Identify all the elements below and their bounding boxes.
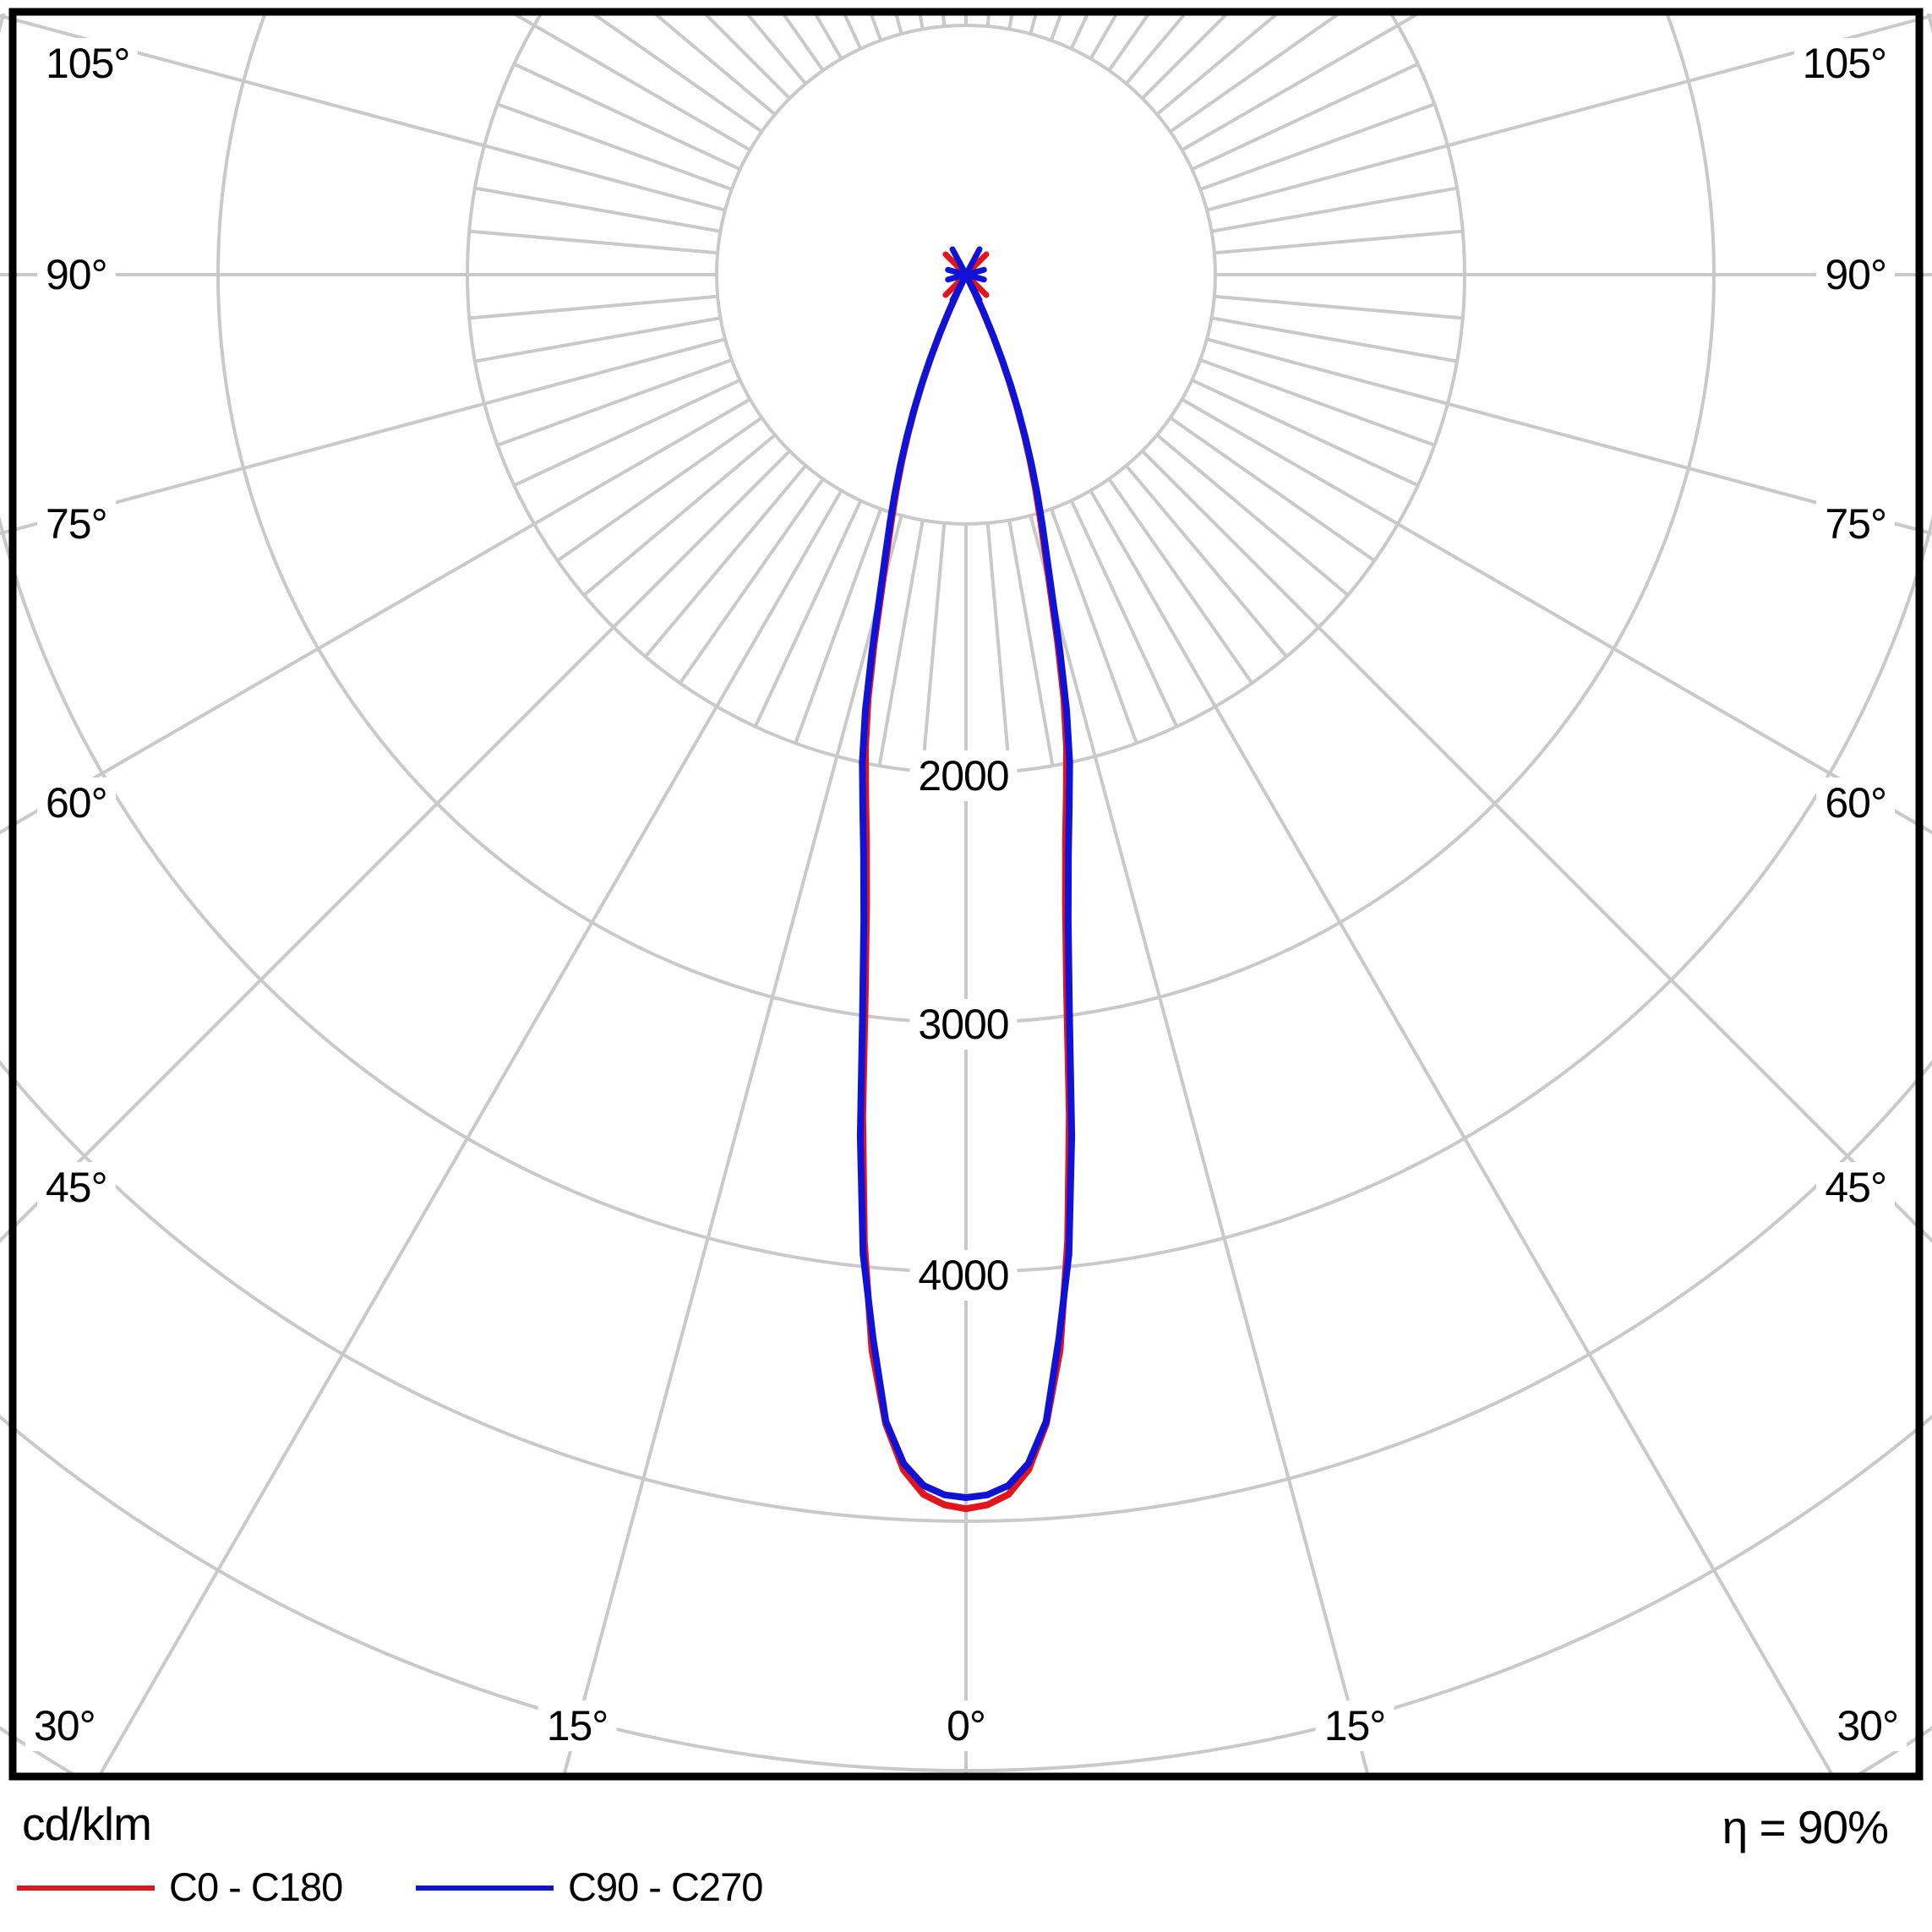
ring-label-3000: 3000 bbox=[909, 999, 1018, 1050]
angle-label-left-45: 45° bbox=[37, 1162, 116, 1213]
angle-label-left-60: 60° bbox=[37, 778, 116, 828]
angle-label-bottom-0: 0° bbox=[938, 1700, 994, 1751]
angle-label-right-60: 60° bbox=[1816, 778, 1895, 828]
angle-label-bottom-30-right: 30° bbox=[1828, 1700, 1907, 1751]
angle-label-bottom-30-left: 30° bbox=[25, 1700, 104, 1751]
angle-label-bottom-15-left: 15° bbox=[538, 1700, 617, 1751]
efficiency-label: η = 90% bbox=[1722, 1801, 1889, 1853]
unit-label: cd/klm bbox=[22, 1798, 152, 1850]
angle-label-right-75: 75° bbox=[1816, 499, 1895, 549]
angle-label-left-105: 105° bbox=[37, 38, 139, 89]
legend-line-c0-icon bbox=[17, 1886, 155, 1891]
angle-label-left-90: 90° bbox=[37, 249, 116, 300]
legend-label-c90: C90 - C270 bbox=[568, 1864, 763, 1909]
ring-label-4000: 4000 bbox=[909, 1250, 1018, 1301]
angle-label-bottom-15-right: 15° bbox=[1315, 1700, 1394, 1751]
legend-line-c90-icon bbox=[416, 1886, 554, 1891]
angle-label-right-45: 45° bbox=[1816, 1162, 1895, 1213]
angle-label-right-105: 105° bbox=[1793, 38, 1895, 89]
angle-label-left-75: 75° bbox=[37, 499, 116, 549]
legend: C0 - C180 C90 - C270 bbox=[0, 1864, 1932, 1914]
angle-label-right-90: 90° bbox=[1816, 249, 1895, 300]
legend-label-c0: C0 - C180 bbox=[169, 1864, 343, 1909]
ring-label-2000: 2000 bbox=[909, 750, 1018, 801]
